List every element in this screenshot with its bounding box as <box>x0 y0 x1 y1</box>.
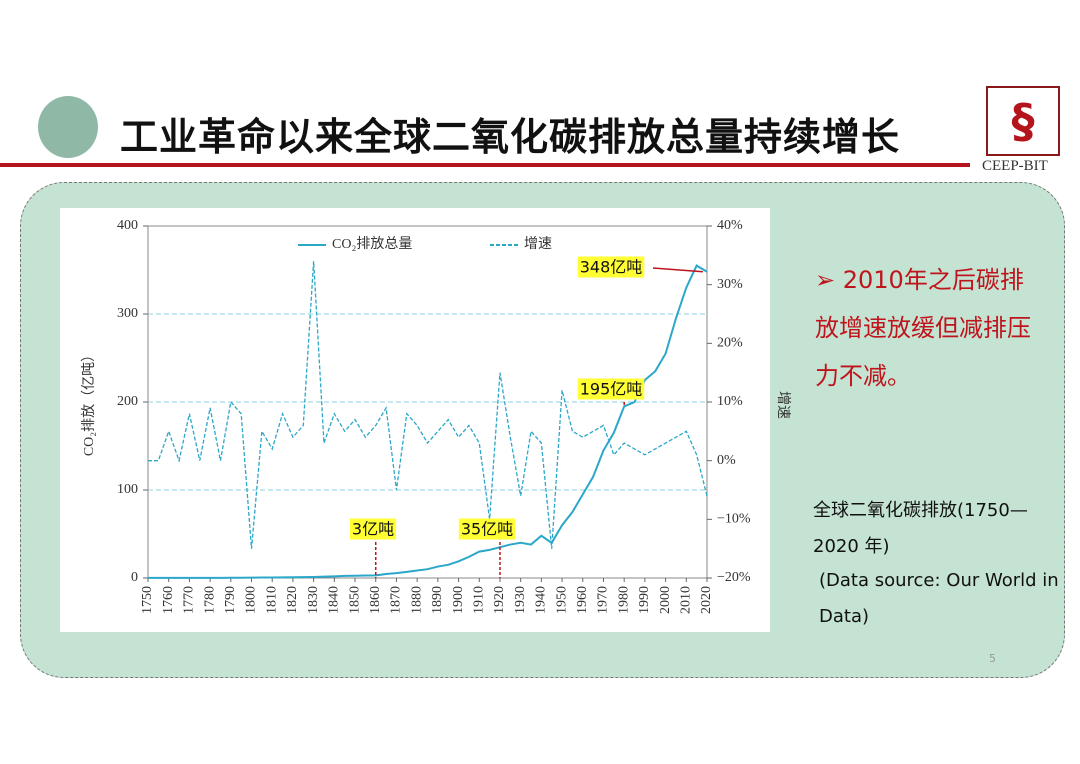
series-line <box>148 264 708 579</box>
y2-tick-label: 0% <box>717 453 736 468</box>
x-tick-label: 1900 <box>451 586 466 614</box>
x-tick-label: 1770 <box>182 586 197 614</box>
y-tick-label: 100 <box>117 482 138 497</box>
y2-tick-label: 40% <box>717 218 743 233</box>
annotation-box <box>349 518 397 540</box>
x-tick-label: 1830 <box>306 586 321 614</box>
y-tick-label: 200 <box>117 394 138 409</box>
x-tick-label: 1860 <box>368 586 383 614</box>
x-tick-label: 1990 <box>637 586 652 614</box>
x-tick-label: 1970 <box>596 586 611 614</box>
slide-title: 工业革命以来全球二氧化碳排放总量持续增长 <box>120 115 901 159</box>
y2-tick-label: 30% <box>717 277 743 292</box>
x-tick-label: 1800 <box>244 586 259 614</box>
x-tick-label: 1980 <box>616 586 631 614</box>
x-tick-label: 1880 <box>409 586 424 614</box>
x-tick-label: 2000 <box>658 586 673 614</box>
bullet: ➢ 2010年之后碳排放增速放缓但减排压力不减。 <box>815 266 1031 390</box>
x-tick-label: 1790 <box>223 586 238 614</box>
series-line <box>148 261 708 549</box>
y2-tick-label: −10% <box>717 512 751 527</box>
annotation-label: 195亿吨 <box>580 380 643 399</box>
x-tick-label: 1760 <box>161 586 176 614</box>
y2-tick-label: 10% <box>717 394 743 409</box>
x-tick-label: 1850 <box>347 586 362 614</box>
bullet-text: 2010年之后碳排放增速放缓但减排压力不减。 <box>815 266 1031 390</box>
x-tick-label: 1750 <box>140 586 155 614</box>
x-tick-label: 1810 <box>264 586 279 614</box>
annotation-label: 348亿吨 <box>580 258 643 277</box>
x-tick-label: 1840 <box>327 586 342 614</box>
annotation-arrow <box>652 267 703 273</box>
x-tick-label: 1940 <box>534 586 549 614</box>
y2-tick-label: 20% <box>717 336 743 351</box>
x-tick-label: 1890 <box>430 586 445 614</box>
x-tick-label: 2020 <box>699 586 714 614</box>
caption-title: 全球二氧化碳排放(1750—2020 年) <box>813 500 1028 557</box>
x-tick-label: 1780 <box>202 586 217 614</box>
x-tick-label: 1960 <box>575 586 590 614</box>
page-number: 5 <box>989 652 996 665</box>
annotation-box <box>577 378 645 400</box>
x-tick-label: 1920 <box>492 586 507 614</box>
y-axis-label: CO₂排放（亿吨） <box>81 348 97 456</box>
y-tick-label: 400 <box>117 218 138 233</box>
annotation-label: 3亿吨 <box>352 520 394 539</box>
header-icon <box>38 96 98 158</box>
x-tick-label: 1950 <box>554 586 569 614</box>
annotation-box <box>577 256 645 278</box>
x-tick-label: 2010 <box>679 586 694 614</box>
y2-axis-label: 增速 <box>775 391 791 419</box>
x-tick-label: 1930 <box>513 586 528 614</box>
annotation-box <box>458 518 516 540</box>
logo: § <box>986 86 1060 156</box>
logo-text: CEEP-BIT <box>982 158 1048 174</box>
caption-source: (Data source: Our World in Data) <box>819 570 1059 627</box>
x-tick-label: 1870 <box>389 586 404 614</box>
x-tick-label: 1910 <box>471 586 486 614</box>
y-tick-label: 300 <box>117 306 138 321</box>
legend-label: CO₂排放总量 <box>332 236 412 252</box>
title-rule <box>0 163 970 167</box>
y2-tick-label: −20% <box>717 570 751 585</box>
legend-label: 增速 <box>524 236 552 252</box>
x-tick-label: 1820 <box>285 586 300 614</box>
y-tick-label: 0 <box>131 570 138 585</box>
chart-box <box>60 208 770 632</box>
annotation-label: 35亿吨 <box>461 520 513 539</box>
